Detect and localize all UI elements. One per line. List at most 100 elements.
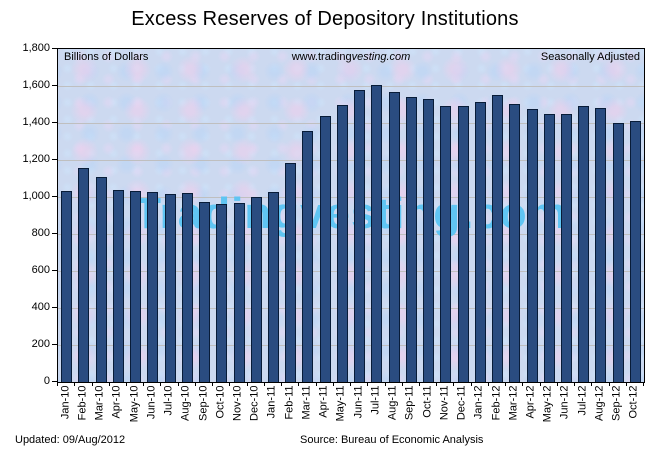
bar-Sep-12 [612, 123, 624, 382]
gridline [58, 160, 644, 161]
x-axis-label: Jul-11 [369, 385, 382, 415]
bar-Apr-10 [112, 189, 124, 382]
x-axis-tick [625, 382, 627, 386]
y-axis-label: 1,800 [22, 41, 50, 54]
x-axis-tick [177, 382, 179, 386]
bar-Nov-11 [440, 106, 452, 382]
x-axis-tick [74, 382, 76, 386]
x-axis-tick [556, 382, 558, 386]
x-axis-tick [212, 382, 214, 386]
gridline [58, 234, 644, 235]
bar-Feb-10 [78, 168, 90, 382]
bar-Oct-11 [423, 98, 435, 382]
x-axis-tick [539, 382, 541, 386]
bar-Jun-12 [560, 113, 572, 382]
bar-Jul-12 [578, 106, 590, 382]
x-axis-label: May-10 [128, 385, 141, 423]
x-axis-label: Jan-10 [59, 385, 72, 420]
y-axis-tick [52, 233, 57, 234]
x-axis-tick [470, 382, 472, 386]
x-axis-tick [453, 382, 455, 386]
x-axis-label: Sep-10 [197, 385, 209, 421]
x-axis-tick [505, 382, 507, 386]
seasonally-adjusted-label: Seasonally Adjusted [540, 51, 640, 63]
bar-May-10 [130, 190, 142, 382]
x-axis-tick [281, 382, 283, 386]
x-axis-label: Aug-10 [179, 385, 192, 421]
bar-Feb-11 [285, 162, 297, 382]
gridline [58, 345, 644, 346]
bar-Sep-10 [199, 201, 210, 382]
x-axis-label: Jun-12 [558, 385, 571, 420]
bar-Oct-12 [629, 121, 641, 382]
x-axis-label: Jun-11 [352, 385, 365, 419]
x-axis-tick [91, 382, 93, 386]
x-axis-label: Mar-12 [507, 385, 520, 421]
y-axis-label: 1,200 [22, 152, 50, 165]
bar-Jul-10 [164, 194, 176, 382]
x-axis-tick [591, 382, 593, 386]
x-axis-tick [367, 382, 369, 386]
bar-Jul-11 [371, 85, 383, 382]
y-axis-tick [52, 159, 57, 160]
y-axis-label: 1,600 [22, 78, 50, 91]
x-axis-label: Oct-11 [421, 385, 434, 418]
x-axis-label: Dec-10 [248, 385, 261, 421]
x-axis-tick [608, 382, 610, 386]
y-axis-label: 1,400 [22, 115, 50, 128]
x-axis-label: May-11 [334, 385, 347, 422]
x-axis-label: Oct-10 [214, 385, 227, 419]
x-axis-label: Feb-12 [490, 385, 502, 421]
x-axis-tick [298, 382, 300, 386]
units-label: Billions of Dollars [64, 51, 149, 63]
x-axis-tick [108, 382, 110, 386]
x-axis-label: Jan-11 [265, 385, 278, 419]
bar-Sep-11 [405, 97, 417, 382]
bar-Jan-11 [267, 191, 279, 382]
x-axis-label: Jul-12 [576, 385, 589, 416]
y-axis-label: 1,000 [22, 189, 50, 202]
x-axis-label: Apr-11 [317, 385, 330, 418]
x-axis-tick [522, 382, 524, 386]
y-axis-label: 0 [43, 374, 50, 387]
bar-Mar-10 [95, 176, 107, 382]
x-axis-label: Oct-12 [627, 385, 640, 419]
x-axis-tick [57, 382, 58, 386]
x-axis-tick [487, 382, 489, 386]
x-axis-label: Jul-10 [162, 385, 175, 416]
x-axis-label: Mar-10 [93, 385, 106, 421]
bar-Jun-11 [354, 89, 366, 382]
bar-May-12 [543, 113, 555, 382]
x-axis-tick [160, 382, 162, 386]
bar-Apr-12 [526, 109, 538, 382]
bar-Aug-11 [388, 91, 400, 382]
x-axis-tick [315, 382, 317, 386]
bar-May-11 [336, 105, 348, 382]
x-axis-tick [643, 382, 644, 386]
x-axis-label: Feb-10 [76, 385, 89, 421]
bar-Mar-11 [302, 131, 314, 382]
x-axis-label: Apr-10 [110, 385, 123, 419]
x-axis-label: Dec-11 [455, 385, 468, 421]
y-axis-label: 400 [31, 300, 50, 313]
gridline [58, 123, 644, 124]
y-axis-tick [52, 196, 57, 197]
plot-area: Tradingvesting.com Billions of Dollars w… [57, 48, 645, 383]
x-axis-tick [350, 382, 351, 386]
bar-Oct-10 [216, 203, 228, 382]
watermark-text: Tradingvesting.com [134, 188, 568, 238]
x-axis-tick [125, 382, 127, 386]
x-axis-tick [194, 382, 196, 386]
y-axis-tick [52, 122, 57, 123]
x-axis-label: Jan-12 [472, 385, 485, 420]
x-axis-label: May-12 [541, 385, 554, 423]
x-axis-label: Apr-12 [524, 385, 537, 419]
bar-Jan-10 [61, 190, 73, 382]
chart-title: Excess Reserves of Depository Institutio… [131, 8, 519, 30]
x-axis-tick [229, 382, 231, 386]
x-axis-label: Aug-11 [386, 385, 399, 421]
gridline [58, 86, 644, 87]
y-axis-tick [52, 381, 57, 382]
x-axis-label: Sep-12 [610, 385, 623, 421]
